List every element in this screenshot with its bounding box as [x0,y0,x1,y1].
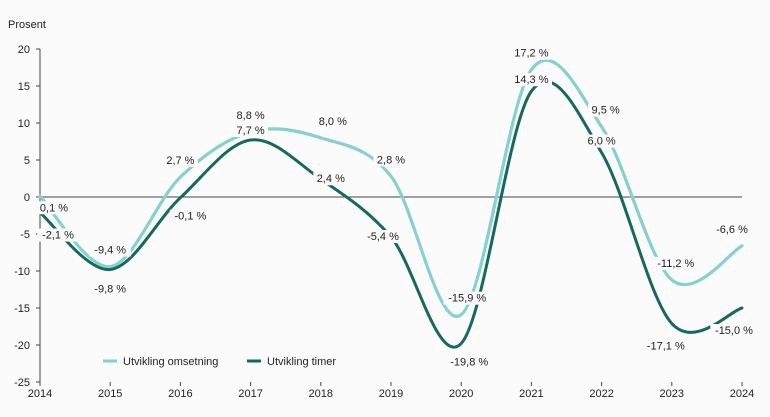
data-label: -5,4 % [367,231,399,243]
y-tick-label: -5 [20,229,30,241]
data-label: 7,7 % [237,125,265,137]
y-tick-label: -15 [14,303,30,315]
y-tick-label: 0 [24,192,30,204]
y-tick-label: 15 [18,81,30,93]
data-label: 2,8 % [377,154,405,166]
data-label-bg [362,229,404,243]
data-label-bg [510,46,552,60]
x-tick-label: 2024 [730,388,754,400]
data-label-bg [711,222,753,236]
data-label-bg [588,103,624,117]
data-label-bg [89,243,131,257]
data-label-bg [445,355,493,369]
data-label: 0,1 % [40,202,68,214]
legend-label: Utvikling timer [267,356,336,368]
legend-label: Utvikling omsetning [123,356,218,368]
data-label: -15,0 % [715,325,753,337]
x-tick-label: 2014 [28,388,52,400]
y-tick-label: -10 [14,266,30,278]
data-label: -2,1 % [42,230,74,242]
series-line-timer [38,80,744,349]
y-tick-label: 10 [18,118,30,130]
data-label-bg [652,256,700,270]
x-tick-label: 2022 [589,388,613,400]
data-label-bg [162,154,198,168]
x-tick-label: 2021 [519,388,543,400]
data-label: 8,8 % [237,110,265,122]
data-label-bg [642,339,690,353]
data-label: 2,7 % [166,155,194,167]
data-label-bg [510,73,552,87]
x-tick-label: 2017 [238,388,262,400]
data-label: -6,6 % [716,224,748,236]
data-label: -19,8 % [450,357,488,369]
data-label: 6,0 % [588,136,616,148]
y-axis-label: Prosent [8,19,46,31]
x-tick-label: 2016 [168,388,192,400]
data-label-bg [233,124,269,138]
x-tick-label: 2019 [379,388,403,400]
data-label-bg [443,291,491,305]
data-label: -0,1 % [175,211,207,223]
data-label-bg [169,209,211,223]
data-label-bg [36,201,72,215]
y-tick-label: -20 [14,340,30,352]
y-tick-label: -25 [14,377,30,389]
data-label-bg [373,153,409,167]
data-label-bg [37,228,79,242]
data-label: -9,8 % [94,284,126,296]
data-label: -9,4 % [94,245,126,257]
data-label: -11,2 % [657,258,694,270]
data-label-bg [315,114,351,128]
x-tick-label: 2018 [309,388,333,400]
y-tick-label: 20 [18,44,30,56]
x-tick-label: 2020 [449,388,473,400]
x-tick-label: 2015 [98,388,122,400]
data-label: -17,1 % [647,341,685,353]
data-label: -15,9 % [448,293,486,305]
x-tick-label: 2023 [660,388,684,400]
data-label: 8,0 % [319,116,347,128]
data-label-bg [313,172,349,186]
data-label-bg [584,134,620,148]
y-tick-label: 5 [24,155,30,167]
data-label: 14,3 % [514,74,548,86]
data-label-bg [710,324,758,337]
data-label-bg [233,108,269,122]
data-label-bg [89,282,131,296]
data-label: 9,5 % [592,105,620,117]
series-line-omsetning [38,58,744,318]
data-label: 17,2 % [514,48,548,60]
data-label: 2,4 % [317,173,345,185]
